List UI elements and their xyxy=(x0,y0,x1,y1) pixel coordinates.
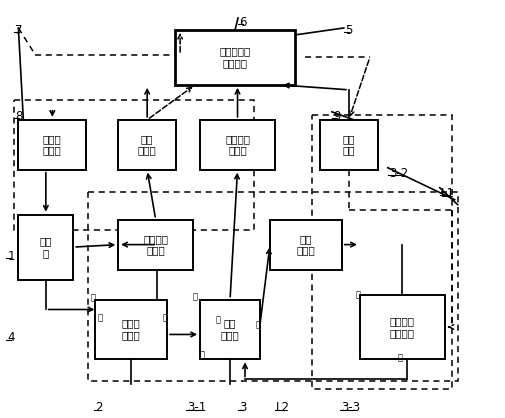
Text: 4: 4 xyxy=(8,331,15,344)
Text: 稳相
模块: 稳相 模块 xyxy=(342,134,355,155)
Text: 一: 一 xyxy=(91,293,96,302)
Bar xyxy=(18,120,86,170)
Text: 3-2: 3-2 xyxy=(389,167,408,180)
Text: 二: 二 xyxy=(163,313,168,322)
Bar xyxy=(200,300,260,359)
Text: 第一温
控模块: 第一温 控模块 xyxy=(43,134,62,155)
Text: 激光
器: 激光 器 xyxy=(39,236,52,258)
Text: 三: 三 xyxy=(256,320,261,329)
Text: 6: 6 xyxy=(239,16,246,29)
Text: 模数
转换器: 模数 转换器 xyxy=(138,134,157,155)
Text: 第二光电
探测器: 第二光电 探测器 xyxy=(225,134,250,155)
Text: 2: 2 xyxy=(95,401,103,414)
Text: 3-1: 3-1 xyxy=(187,401,207,414)
Bar xyxy=(88,192,458,381)
Bar xyxy=(95,300,167,359)
Text: 3: 3 xyxy=(239,401,246,414)
Text: L1: L1 xyxy=(441,187,454,200)
Bar xyxy=(18,215,73,280)
Text: 数据采集与
处理模块: 数据采集与 处理模块 xyxy=(219,46,250,68)
Bar xyxy=(118,219,193,270)
Text: 一: 一 xyxy=(356,290,361,299)
Text: 一: 一 xyxy=(192,292,197,301)
Text: 7: 7 xyxy=(15,24,23,37)
Bar xyxy=(14,100,254,229)
Bar xyxy=(118,120,176,170)
Text: 路径选
择模块: 路径选 择模块 xyxy=(122,319,140,340)
Text: 光纤
延时线: 光纤 延时线 xyxy=(296,234,315,255)
Bar xyxy=(270,219,342,270)
Text: 双路稳相
反射模块: 双路稳相 反射模块 xyxy=(390,316,415,338)
Text: 8: 8 xyxy=(15,110,23,123)
Bar xyxy=(360,295,445,359)
Text: 3-3: 3-3 xyxy=(341,401,360,414)
Text: 5: 5 xyxy=(345,24,352,37)
Text: L2: L2 xyxy=(276,401,290,414)
Bar xyxy=(200,120,275,170)
Text: 四: 四 xyxy=(199,350,205,359)
Text: 9: 9 xyxy=(333,110,340,123)
Text: 1: 1 xyxy=(8,250,15,263)
Text: 二: 二 xyxy=(397,353,402,362)
Text: 第一
分束器: 第一 分束器 xyxy=(221,319,239,340)
Text: 二: 二 xyxy=(216,315,221,324)
Bar xyxy=(320,120,378,170)
Bar xyxy=(175,30,295,85)
Bar xyxy=(312,115,451,389)
Text: 第一光电
探测器: 第一光电 探测器 xyxy=(143,234,168,255)
Text: 三: 三 xyxy=(98,313,103,322)
